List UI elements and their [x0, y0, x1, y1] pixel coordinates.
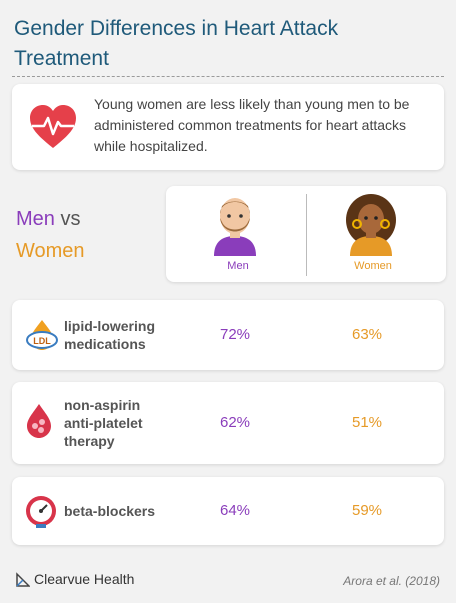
people-divider: [306, 194, 307, 276]
blood-drop-icon: [27, 404, 51, 438]
women-label: Women: [354, 260, 392, 272]
women-percent: 51%: [352, 414, 383, 431]
treatment-row: beta-blockers 64% 59%: [12, 477, 444, 545]
woman-avatar-icon: [346, 194, 396, 256]
men-percent: 64%: [220, 502, 251, 519]
treatment-row: non-aspirin anti-platelet therapy 62% 51…: [12, 382, 444, 464]
women-percent: 63%: [352, 326, 383, 343]
page-title: Gender Differences in Heart Attack Treat…: [14, 17, 339, 70]
man-avatar-icon: [214, 198, 256, 256]
people-header: Men Women: [166, 186, 446, 282]
treatment-label: beta-blockers: [64, 503, 156, 519]
ldl-drop-icon: LDL: [26, 320, 58, 350]
title-divider: [12, 76, 444, 77]
heart-pulse-icon: [30, 105, 76, 148]
svg-text:LDL: LDL: [33, 336, 51, 346]
intro-text: Young women are less likely than young m…: [94, 96, 410, 154]
brand-name: Clearvue Health: [34, 571, 135, 587]
blood-pressure-gauge-icon: [26, 496, 56, 528]
citation: Arora et al. (2018): [343, 574, 440, 588]
treatment-row: LDL lipid-lowering medications 72% 63%: [12, 300, 444, 370]
treatment-label: non-aspirin anti-platelet therapy: [64, 397, 143, 449]
men-percent: 72%: [220, 326, 251, 343]
intro-card: Young women are less likely than young m…: [12, 84, 444, 170]
men-vs-women-heading: Men vs Women: [16, 203, 85, 267]
vs-word: vs: [60, 208, 81, 230]
women-percent: 59%: [352, 502, 383, 519]
brand: Clearvue Health: [16, 571, 134, 587]
men-label: Men: [227, 260, 249, 272]
women-word: Women: [16, 240, 85, 262]
men-word: Men: [16, 208, 55, 230]
men-percent: 62%: [220, 414, 251, 431]
treatment-label: lipid-lowering medications: [64, 318, 155, 352]
clearvue-logo-icon: [16, 572, 31, 587]
